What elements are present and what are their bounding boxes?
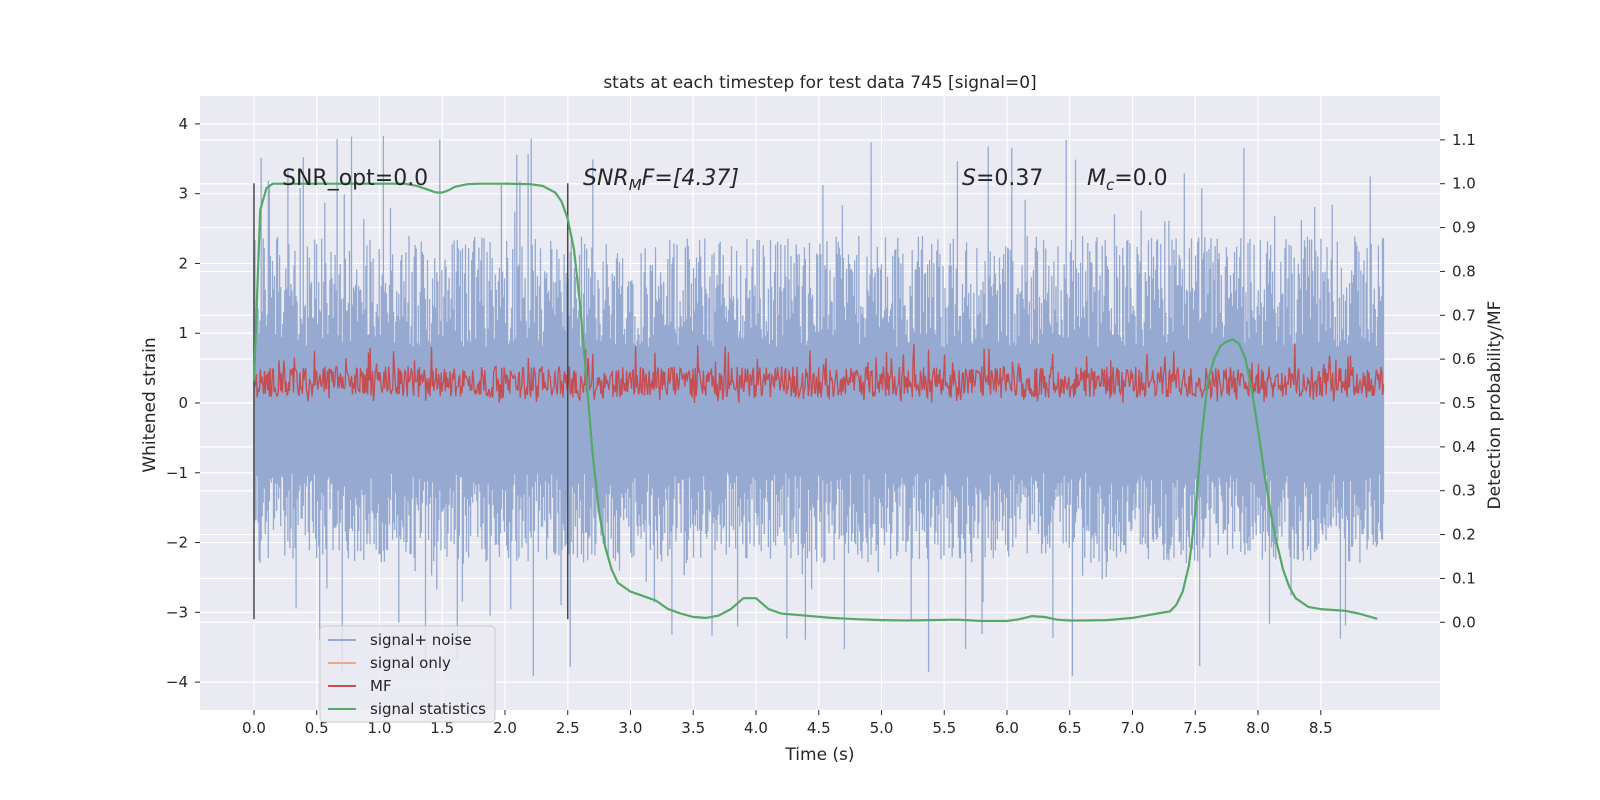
snr-opt-annotation: SNR_opt=0.0 (282, 166, 428, 191)
y-right-tick-label: 0.2 (1452, 526, 1476, 544)
mc-symbol: M (1087, 166, 1106, 191)
legend-label-signal-statistics: signal statistics (370, 700, 486, 718)
mf-series (253, 343, 1385, 404)
y-axis-label: Whitened strain (140, 337, 160, 472)
y-tick-label: −4 (166, 673, 188, 691)
legend: signal+ noise signal only MF signal stat… (319, 625, 496, 723)
legend-label-noise: signal+ noise (370, 631, 472, 649)
y-right-tick-label: 0.9 (1452, 219, 1476, 237)
x-tick-label: 0.0 (242, 719, 266, 737)
y-right-tick-label: 0.4 (1452, 438, 1476, 456)
snr-mf-symbol: SNR (583, 166, 629, 191)
x-tick-label: 7.5 (1183, 719, 1207, 737)
mc-annotation: Mc=0.0 (1087, 166, 1168, 194)
y-right-tick-label: 0.1 (1452, 569, 1476, 587)
signal-statistics-line (252, 182, 1378, 623)
y-right-tick-label: 1.1 (1452, 131, 1476, 149)
s-value: =0.37 (976, 166, 1043, 191)
legend-label-signal-only: signal only (370, 654, 451, 672)
y-tick-label: −1 (166, 464, 188, 482)
x-tick-label: 1.5 (430, 719, 454, 737)
s-symbol: S (962, 166, 976, 191)
mc-value: =0.0 (1114, 166, 1167, 191)
x-tick-label: 4.0 (744, 719, 768, 737)
y-tick-label: −3 (166, 603, 188, 621)
y-right-tick-label: 0.0 (1452, 613, 1476, 631)
vertical-markers (253, 183, 569, 620)
mc-subscript: c (1106, 176, 1115, 194)
s-annotation: S=0.37 (962, 166, 1043, 191)
y-right-tick-label: 1.0 (1452, 175, 1476, 193)
legend-frame (319, 625, 496, 723)
x-axis-ticks: 0.0 0.5 1.0 1.5 2.0 2.5 3.0 3.5 4.0 4.5 5.0 5.5 6.0 6… (242, 710, 1333, 737)
y-right-tick-label: 0.7 (1452, 306, 1476, 324)
x-tick-label: 2.0 (493, 719, 517, 737)
x-tick-label: 8.0 (1246, 719, 1270, 737)
x-tick-label: 1.0 (368, 719, 392, 737)
x-tick-label: 6.5 (1058, 719, 1082, 737)
x-tick-label: 5.5 (932, 719, 956, 737)
x-tick-label: 2.5 (556, 719, 580, 737)
x-axis-label: Time (s) (784, 745, 854, 765)
x-tick-label: 5.0 (870, 719, 894, 737)
x-tick-label: 6.0 (995, 719, 1019, 737)
x-tick-label: 0.5 (305, 719, 329, 737)
x-tick-label: 7.0 (1121, 719, 1145, 737)
x-tick-label: 8.5 (1309, 719, 1333, 737)
snr-mf-annotation: SNRMF=[4.37] (583, 166, 739, 194)
mf-trace (253, 343, 1385, 404)
y-tick-label: 3 (178, 185, 188, 203)
y-right-tick-label: 0.3 (1452, 482, 1476, 500)
snr-mf-subscript: M (629, 176, 642, 194)
y-right-tick-label: 0.5 (1452, 394, 1476, 412)
y-axis-ticks: 4 3 2 1 0 −1 −2 −3 −4 (166, 115, 200, 691)
y-tick-label: 4 (178, 115, 188, 133)
x-tick-label: 3.5 (681, 719, 705, 737)
snr-mf-value: F=[4.37] (642, 166, 739, 191)
y-right-tick-label: 0.6 (1452, 350, 1476, 368)
legend-label-mf: MF (370, 677, 392, 695)
y-right-axis-ticks: 1.1 1.0 0.9 0.8 0.7 0.6 0.5 0.4 0.3 0.2 0.1 0.0 (1440, 131, 1476, 631)
y-tick-label: 1 (178, 324, 188, 342)
y-right-axis-label: Detection probability/MF (1485, 301, 1505, 510)
chart-title: stats at each timestep for test data 745… (603, 73, 1036, 93)
y-tick-label: 2 (178, 254, 188, 272)
y-tick-label: 0 (178, 394, 188, 412)
x-tick-label: 4.5 (807, 719, 831, 737)
y-tick-label: −2 (166, 534, 188, 552)
x-tick-label: 3.0 (619, 719, 643, 737)
y-right-tick-label: 0.8 (1452, 262, 1476, 280)
